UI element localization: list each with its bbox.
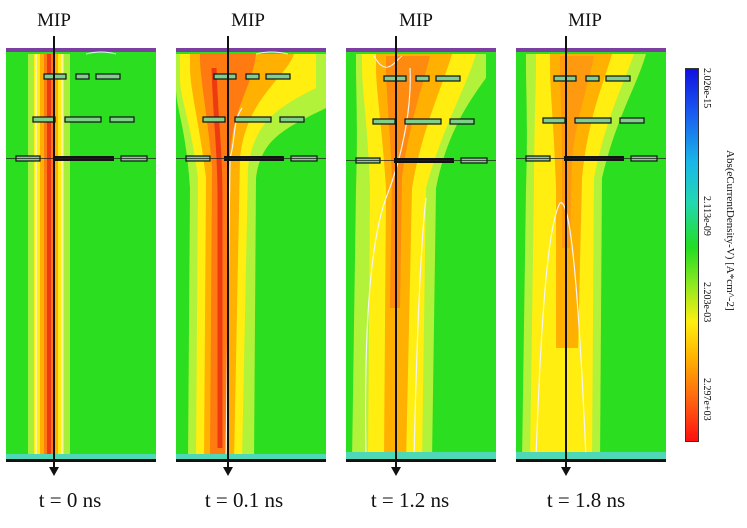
- time-label-1: t = 0 ns: [38, 488, 102, 512]
- mip-label-2: MIP: [231, 10, 265, 31]
- strip: [75, 73, 90, 80]
- strip: [574, 117, 612, 124]
- top-contour: [373, 55, 403, 68]
- strip: [265, 73, 291, 80]
- contour-loop: [535, 202, 587, 459]
- strip: [404, 118, 442, 125]
- strip: [245, 73, 260, 80]
- spread-core: [560, 56, 594, 248]
- bottom-electrode: [176, 459, 326, 462]
- time-label-3: t = 1.2 ns: [370, 488, 450, 512]
- strip: [372, 118, 396, 125]
- strip: [605, 75, 631, 82]
- contour-line-right: [413, 197, 427, 459]
- top-electrode: [516, 48, 666, 52]
- strip: [213, 73, 237, 80]
- bottom-region: [516, 452, 666, 462]
- bottom-region: [6, 454, 156, 462]
- mip-label-1: MIP: [37, 10, 71, 31]
- spread-core: [386, 56, 430, 308]
- arrow-head-icon: [223, 467, 233, 476]
- panel-t0: [6, 48, 156, 462]
- arrow-head-icon: [561, 467, 571, 476]
- track-center: [47, 54, 51, 462]
- mip-track-arrow-4: [565, 36, 567, 468]
- color-scale-bar: [685, 68, 699, 442]
- bottom-electrode: [6, 459, 156, 462]
- top-contour: [255, 51, 289, 55]
- top-electrode: [176, 48, 326, 52]
- strip: [619, 117, 645, 124]
- current-density-map-t01: [176, 48, 326, 462]
- time-label-4: t = 1.8 ns: [546, 488, 626, 512]
- mip-track-arrow-1: [53, 36, 55, 468]
- scale-tick-4: 2.297e+03: [701, 378, 712, 421]
- mip-label-3: MIP: [399, 10, 433, 31]
- strip: [95, 73, 121, 80]
- bottom-electrode: [516, 459, 666, 462]
- strip: [109, 116, 135, 123]
- arrow-head-icon: [49, 467, 59, 476]
- strip: [234, 116, 272, 123]
- strip: [435, 75, 461, 82]
- mip-track-arrow-2: [227, 36, 229, 468]
- strip: [279, 116, 305, 123]
- mip-track-arrow-3: [395, 36, 397, 468]
- top-contour: [85, 51, 117, 55]
- track-center: [211, 67, 223, 448]
- strip: [415, 75, 430, 82]
- scale-tick-2: 2.113e-09: [701, 196, 712, 236]
- strip: [202, 116, 226, 123]
- strip: [43, 73, 67, 80]
- top-electrode: [346, 48, 496, 52]
- panel-t01: [176, 48, 326, 462]
- arrow-head-icon: [391, 467, 401, 476]
- panel-t12: [346, 48, 496, 462]
- top-electrode: [6, 48, 156, 52]
- strip: [64, 116, 102, 123]
- contour-line-right: [61, 53, 63, 459]
- strip: [32, 116, 56, 123]
- bottom-electrode: [346, 459, 496, 462]
- bottom-region: [346, 452, 496, 462]
- scale-title: Abs(eCurrentDensity-V) [A*cm^-2]: [724, 150, 736, 311]
- strip: [449, 118, 475, 125]
- bottom-region: [176, 454, 326, 462]
- contour-line-left: [35, 53, 37, 459]
- mip-label-4: MIP: [568, 10, 602, 31]
- current-density-map-t18: [516, 48, 666, 462]
- contour-line-left: [364, 67, 411, 459]
- strip: [585, 75, 600, 82]
- scale-tick-1: 2.026e-15: [701, 68, 712, 109]
- strip: [542, 117, 566, 124]
- current-density-map-t0: [6, 48, 156, 462]
- current-density-map-t12: [346, 48, 496, 462]
- time-label-2: t = 0.1 ns: [204, 488, 284, 512]
- panel-t18: [516, 48, 666, 462]
- scale-tick-3: 2.203e-03: [701, 282, 712, 323]
